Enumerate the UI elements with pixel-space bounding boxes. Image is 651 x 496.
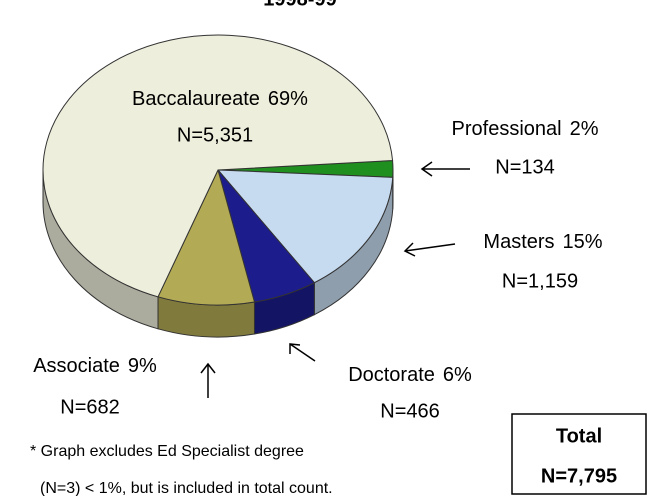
arrow [420, 161, 470, 177]
total-box [511, 413, 647, 495]
category-label: Masters [483, 231, 554, 253]
category-label: Doctorate [348, 364, 435, 386]
slice-label: Masters 15% [483, 231, 602, 253]
category-label: Associate [33, 355, 120, 377]
total-label: Total [556, 425, 602, 447]
category-label: Professional [452, 118, 562, 140]
footnote: (N=3) < 1%, but is included in total cou… [40, 480, 333, 496]
chart-title: 1998-99 [263, 0, 336, 10]
value-label: 6% [443, 364, 472, 386]
footnote: * Graph excludes Ed Specialist degree [30, 443, 304, 460]
value-label: 9% [128, 355, 157, 377]
count-label: N=1,159 [502, 270, 578, 292]
slice [157, 168, 256, 306]
pie-tops [42, 34, 394, 306]
total-value: N=7,795 [541, 465, 617, 487]
slice-label: Baccalaureate 69% [132, 88, 308, 110]
arrows [200, 161, 470, 398]
arrow [289, 343, 316, 362]
count-label: N=682 [60, 396, 120, 418]
count-label: N=134 [495, 156, 555, 178]
category-label: Baccalaureate [132, 88, 260, 110]
slice-label: Professional 2% [452, 118, 599, 140]
value-label: 15% [563, 231, 603, 253]
count-label: N=466 [380, 400, 440, 422]
arrow [200, 362, 216, 398]
arrow [403, 242, 456, 257]
slice [42, 34, 394, 298]
count-label: N=5,351 [177, 124, 253, 146]
value-label: 69% [268, 88, 308, 110]
slice-label: Doctorate 6% [348, 364, 472, 386]
slice [216, 169, 394, 284]
value-label: 2% [570, 118, 599, 140]
slice-label: Associate 9% [33, 355, 157, 377]
